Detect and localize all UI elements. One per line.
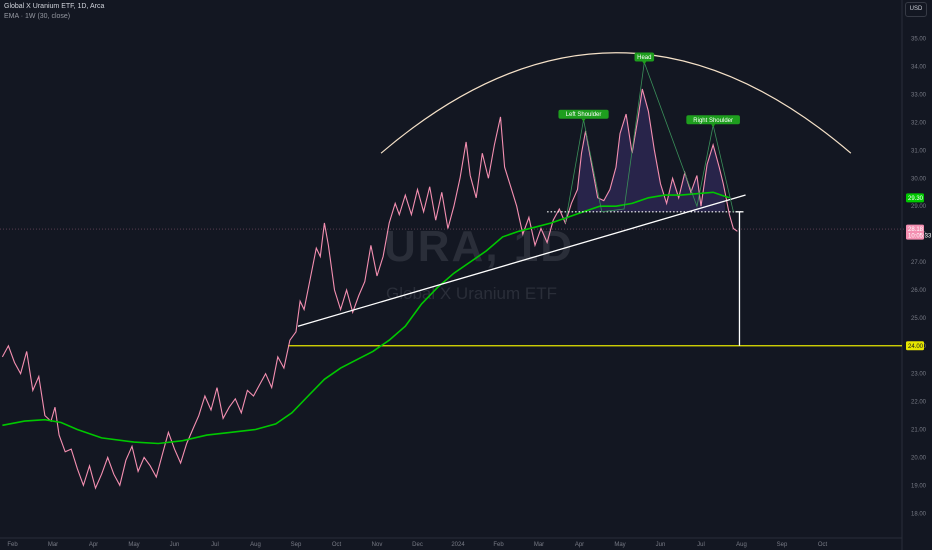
trendline[interactable] [297,194,746,327]
x-tick-label: Mar [534,542,544,548]
price-axis[interactable]: 18.00 19.00 20.00 21.00 22.00 23.00 24.00 25.00… [901,0,927,550]
x-tick-label: May [128,542,139,548]
price-badge-value: 24.00 [908,344,924,350]
pattern-label-text: Left Shoulder [566,112,602,118]
x-tick-label: Jun [170,542,180,548]
price-badge-bg [906,193,924,203]
x-tick-label: Apr [575,542,584,548]
x-tick-label: Oct [818,542,828,548]
pattern-label-pointer [642,61,647,65]
pattern-annotations [0,52,904,347]
y-tick-label: 31.00 [911,148,927,154]
pattern-label[interactable]: Right Shoulder [686,115,740,128]
y-tick-label: 34.00 [911,65,927,71]
x-tick-label: Aug [736,542,747,548]
y-tick-label: 26.00 [911,288,927,294]
price-badge: 24.00 [906,341,924,351]
pattern-label-text: Head [637,55,651,61]
ema-line[interactable] [2,191,730,445]
pattern-labels: Left Shoulder Head Right Shoulder [297,52,746,346]
x-tick-label: Feb [493,542,504,548]
x-tick-label: Apr [89,542,98,548]
x-tick-label: Aug [250,542,261,548]
y-tick-label: 29.00 [911,204,927,210]
y-tick-label: 32.00 [911,120,927,126]
y-tick-label: 33.00 [911,93,927,99]
y-tick-label: 18.00 [911,511,927,517]
pattern-label[interactable]: Left Shoulder [558,109,609,122]
pattern-label-bg [558,109,609,119]
x-tick-label: 2024 [451,542,465,548]
watermark-name: Global X Uranium ETF [386,284,557,303]
x-tick-label: Oct [332,542,342,548]
price-badge-bg [906,224,924,240]
chart-title: Global X Uranium ETF, 1D, Arca [4,3,105,10]
y-tick-label: 23.00 [911,372,927,378]
y-tick-label: 35.00 [911,37,927,43]
x-tick-label: Feb [7,542,18,548]
pattern-label-text: Right Shoulder [693,118,733,124]
price-badge-bg [906,341,924,351]
price-badge-countdown: 10:05:33 [908,234,932,240]
indicator-legend[interactable]: EMA · 1W (30, close) [4,13,71,20]
y-tick-label: 20.00 [911,455,927,461]
x-tick-label: Dec [412,542,423,548]
y-tick-label: 25.00 [911,316,927,322]
pattern-label[interactable]: Head [634,52,655,65]
pattern-label-pointer [581,118,586,122]
price-badge-value: 29.30 [908,196,924,202]
x-tick-label: Sep [291,542,302,548]
pattern-label-bg [634,52,655,62]
x-tick-label: Mar [48,542,58,548]
x-tick-label: Jul [211,542,219,548]
price-badge: 29.30 [906,193,924,203]
y-tick-label: 22.00 [911,400,927,406]
pattern-label-bg [686,115,740,125]
price-badge-value: 28.18 [908,227,924,233]
x-tick-label: May [614,542,625,548]
pattern-fill [577,88,726,212]
y-tick-label: 27.00 [911,260,927,266]
time-axis[interactable]: Feb Mar Apr May Jun Jul Aug Sep Oct Nov Dec 2024 Feb… [0,537,902,548]
rounding-top-arc [380,52,852,154]
y-tick-label: 21.00 [911,428,927,434]
y-tick-label: 19.00 [911,483,927,489]
pattern-outline [564,62,734,224]
price-line[interactable] [1,88,738,490]
x-tick-label: Jun [656,542,666,548]
pattern-label-pointer [711,124,716,128]
x-tick-label: Jul [697,542,705,548]
chart-series [1,88,738,490]
currency-selector[interactable]: USD [905,2,927,17]
x-tick-label: Sep [777,542,788,548]
y-tick-label: 30.00 [911,176,927,182]
x-tick-label: Nov [372,542,383,548]
